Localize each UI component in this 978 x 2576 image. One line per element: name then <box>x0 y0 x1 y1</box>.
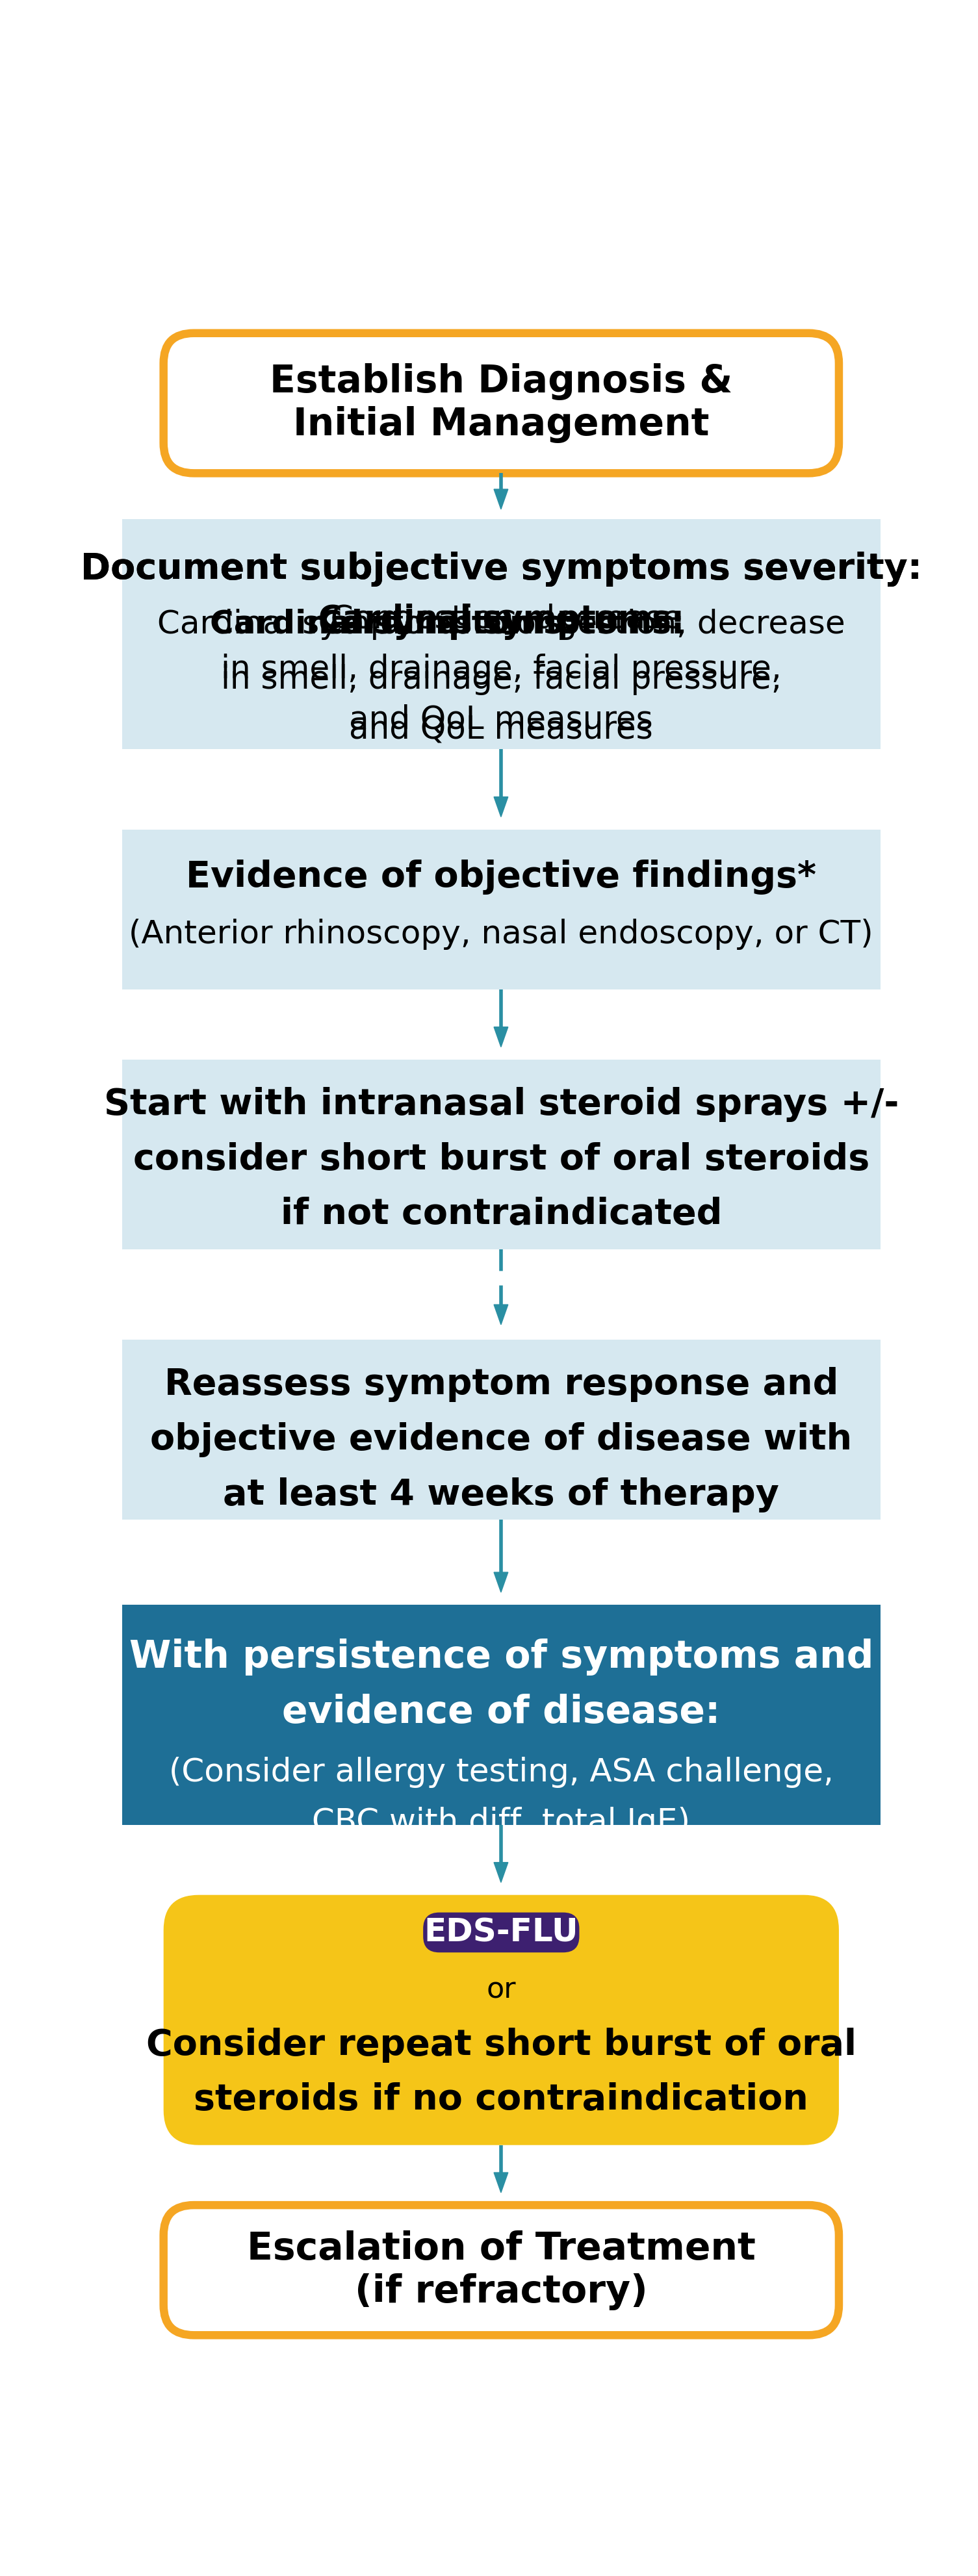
Text: and QoL measures: and QoL measures <box>349 714 653 744</box>
Polygon shape <box>494 489 508 510</box>
Text: Cardinal symptoms:: Cardinal symptoms: <box>318 603 685 634</box>
Text: Cardinal symptoms:: Cardinal symptoms: <box>210 608 576 639</box>
Polygon shape <box>494 2172 508 2192</box>
Text: objective evidence of disease with: objective evidence of disease with <box>151 1422 852 1458</box>
Text: Document subjective symptoms severity:: Document subjective symptoms severity: <box>80 551 922 587</box>
Polygon shape <box>494 1862 508 1883</box>
FancyBboxPatch shape <box>163 1896 839 2146</box>
Polygon shape <box>494 796 508 817</box>
Bar <box>122 1059 880 1249</box>
Polygon shape <box>494 1571 508 1592</box>
Text: steroids if no contraindication: steroids if no contraindication <box>194 2081 809 2117</box>
Text: Establish Diagnosis &
Initial Management: Establish Diagnosis & Initial Management <box>270 363 733 443</box>
Polygon shape <box>494 1303 508 1324</box>
Text: CBC with diff, total IgE): CBC with diff, total IgE) <box>312 1806 690 1839</box>
Text: Consider repeat short burst of oral: Consider repeat short burst of oral <box>146 2027 857 2063</box>
Text: With persistence of symptoms and: With persistence of symptoms and <box>129 1638 873 1677</box>
Text: consider short burst of oral steroids: consider short burst of oral steroids <box>133 1141 869 1177</box>
Text: in smell, drainage, facial pressure,: in smell, drainage, facial pressure, <box>221 665 781 696</box>
FancyBboxPatch shape <box>163 332 839 474</box>
Bar <box>122 520 880 750</box>
Text: and QoL measures: and QoL measures <box>349 703 653 734</box>
Bar <box>122 1605 880 1824</box>
Text: at least 4 weeks of therapy: at least 4 weeks of therapy <box>223 1476 779 1512</box>
Text: Escalation of Treatment
(if refractory): Escalation of Treatment (if refractory) <box>246 2231 756 2311</box>
Text: or: or <box>486 1976 516 2004</box>
Polygon shape <box>494 1028 508 1046</box>
Bar <box>122 829 880 989</box>
Text: in smell, drainage, facial pressure,: in smell, drainage, facial pressure, <box>221 654 781 685</box>
Text: Congestion, decrease: Congestion, decrease <box>320 603 683 634</box>
Text: Evidence of objective findings*: Evidence of objective findings* <box>186 860 817 894</box>
Text: Document subjective symptoms severity:: Document subjective symptoms severity: <box>80 551 922 587</box>
Text: evidence of disease:: evidence of disease: <box>282 1695 721 1731</box>
Text: if not contraindicated: if not contraindicated <box>281 1198 722 1231</box>
FancyBboxPatch shape <box>423 1911 579 1953</box>
Text: (Anterior rhinoscopy, nasal endoscopy, or CT): (Anterior rhinoscopy, nasal endoscopy, o… <box>129 920 873 951</box>
Text: Reassess symptom response and: Reassess symptom response and <box>164 1368 838 1401</box>
Text: Cardinal symptoms:: Cardinal symptoms: <box>318 608 685 639</box>
Text: (Consider allergy testing, ASA challenge,: (Consider allergy testing, ASA challenge… <box>169 1757 833 1788</box>
Text: EDS-FLU: EDS-FLU <box>424 1917 578 1947</box>
FancyBboxPatch shape <box>163 2205 839 2336</box>
Bar <box>122 1340 880 1520</box>
Text: Cardinal symptoms: Congestion, decrease: Cardinal symptoms: Congestion, decrease <box>157 608 845 639</box>
Text: Start with intranasal steroid sprays +/-: Start with intranasal steroid sprays +/- <box>104 1087 899 1123</box>
